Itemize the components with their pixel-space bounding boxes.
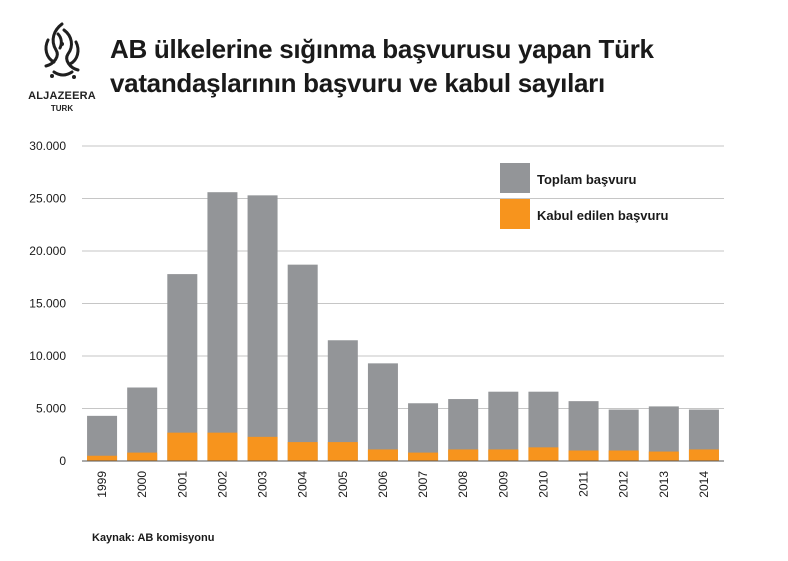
bar-total	[127, 387, 158, 461]
x-tick-label: 2002	[215, 471, 229, 498]
chart-title-line-2: vatandaşlarının başvuru ve kabul sayılar…	[110, 68, 605, 98]
x-tick-label: 2010	[536, 471, 550, 498]
bar-total	[87, 415, 118, 461]
bar-total	[247, 195, 278, 461]
bar-accepted	[207, 432, 238, 461]
x-tick-label: 2003	[256, 471, 270, 498]
x-tick-label: 2006	[376, 471, 390, 498]
chart-title-line-1: AB ülkelerine sığınma başvurusu yapan Tü…	[110, 34, 654, 64]
y-tick-label: 30.000	[29, 139, 66, 153]
aljazeera-emblem-icon	[44, 22, 80, 79]
bar-accepted	[127, 452, 158, 461]
bar-accepted	[528, 447, 559, 461]
bar-total	[408, 403, 439, 461]
bar-accepted	[688, 449, 719, 461]
bar-total	[167, 274, 198, 461]
x-tick-label: 2013	[657, 471, 671, 498]
x-tick-label: 2011	[577, 471, 591, 497]
legend-label: Toplam başvuru	[537, 172, 637, 187]
bar-accepted	[327, 442, 358, 461]
bar-accepted	[448, 449, 479, 461]
bar-total	[327, 340, 358, 461]
y-tick-label: 10.000	[29, 349, 66, 363]
y-tick-label: 25.000	[29, 192, 66, 206]
x-tick-label: 1999	[95, 471, 109, 498]
bar-total	[367, 363, 398, 461]
x-tick-label: 2008	[456, 471, 470, 498]
legend-swatch	[500, 199, 530, 229]
y-tick-label: 5.000	[36, 402, 66, 416]
x-tick-label: 2012	[617, 471, 631, 498]
legend-label: Kabul edilen başvuru	[537, 208, 669, 223]
logo-subtitle: TURK	[50, 104, 74, 113]
legend-swatch	[500, 163, 530, 193]
aljazeera-logo: ALJAZEERA TURK	[22, 20, 102, 120]
bar-total	[207, 192, 238, 461]
y-tick-label: 0	[59, 454, 66, 468]
x-tick-label: 2004	[296, 471, 310, 498]
bar-accepted	[648, 451, 679, 461]
bar-accepted	[287, 442, 318, 461]
x-tick-label: 2001	[175, 471, 189, 498]
source-note: Kaynak: AB komisyonu	[92, 532, 215, 544]
x-tick-label: 2009	[496, 471, 510, 498]
bar-accepted	[87, 455, 118, 461]
x-tick-label: 2007	[416, 471, 430, 498]
bar-accepted	[608, 450, 639, 461]
chart-title: AB ülkelerine sığınma başvurusu yapan Tü…	[110, 32, 770, 100]
bar-accepted	[488, 449, 519, 461]
y-tick-label: 15.000	[29, 297, 66, 311]
bar-accepted	[568, 450, 599, 461]
bar-accepted	[167, 432, 198, 461]
logo-name: ALJAZEERA	[28, 90, 96, 102]
bar-accepted	[408, 452, 439, 461]
bar-total	[287, 264, 318, 461]
x-tick-label: 2000	[135, 471, 149, 498]
y-tick-label: 20.000	[29, 244, 66, 258]
bar-accepted	[247, 436, 278, 461]
bar-accepted	[367, 449, 398, 461]
x-tick-label: 2014	[697, 471, 711, 498]
x-tick-label: 2005	[336, 471, 350, 498]
